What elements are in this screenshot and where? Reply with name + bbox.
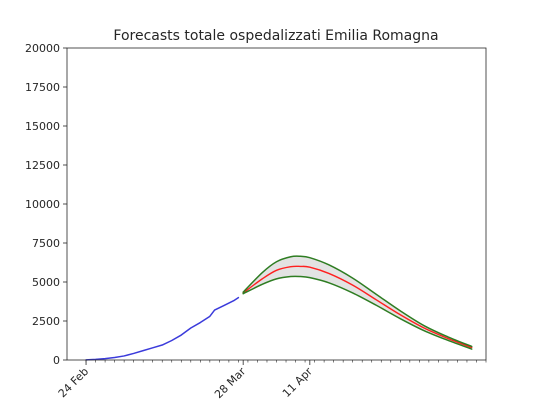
series-line-forecast xyxy=(242,265,473,349)
chart-title: Forecasts totale ospedalizzati Emilia Ro… xyxy=(113,28,438,44)
y-tick-label: 12500 xyxy=(25,159,60,172)
x-axis: 24 Feb 28 Mar 11 Apr xyxy=(56,360,487,402)
series-line-forecast-upper xyxy=(242,255,473,348)
y-tick-label: 15000 xyxy=(25,120,60,133)
series-line-observed xyxy=(85,296,240,361)
y-tick-label: 0 xyxy=(53,354,60,367)
plot-area-frame xyxy=(66,47,487,361)
y-axis: 0 2500 5000 7500 10000 12500 15000 17500 20000 xyxy=(25,42,67,367)
y-tick-label: 20000 xyxy=(25,42,60,55)
x-tick-label: 11 Apr xyxy=(280,365,315,400)
y-tick-label: 7500 xyxy=(32,237,60,250)
y-tick-label: 5000 xyxy=(32,276,60,289)
y-tick-label: 2500 xyxy=(32,315,60,328)
x-tick-label: 28 Mar xyxy=(212,365,249,402)
series-lines xyxy=(85,255,473,361)
series-line-forecast-lower xyxy=(242,275,473,350)
y-tick-label: 17500 xyxy=(25,81,60,94)
y-tick-label: 10000 xyxy=(25,198,60,211)
x-tick-label: 24 Feb xyxy=(56,365,91,400)
